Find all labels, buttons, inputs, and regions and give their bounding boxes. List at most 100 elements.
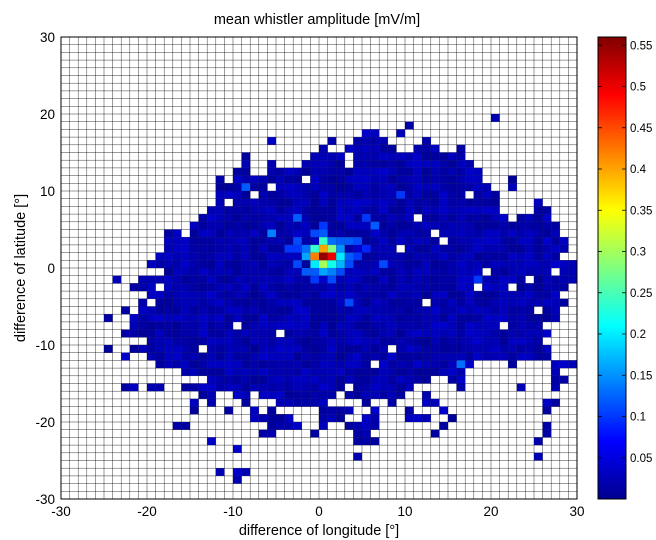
heatmap-cell (353, 429, 362, 438)
heatmap-cell (387, 206, 397, 215)
heatmap-cell (129, 283, 139, 292)
heatmap-cell (439, 268, 448, 276)
heatmap-cell (319, 198, 328, 207)
heatmap-cell (233, 391, 242, 399)
heatmap-cell (430, 275, 440, 284)
heatmap-cell (344, 375, 354, 384)
heatmap-cell (362, 437, 371, 446)
heatmap-cell (379, 375, 388, 384)
colorbar-tick-label: 0.45 (630, 123, 652, 135)
heatmap-cell (499, 260, 509, 268)
heatmap-cell (387, 291, 397, 299)
heatmap-cell (155, 260, 165, 268)
x-tick-label: -10 (223, 504, 243, 519)
heatmap-cell (258, 237, 268, 245)
heatmap-cell (413, 283, 423, 292)
heatmap-cell (319, 283, 328, 292)
heatmap-cell (465, 352, 474, 361)
heatmap-cell (448, 306, 457, 315)
heatmap-cell (430, 360, 440, 369)
heatmap-cell (155, 337, 165, 345)
heatmap-cell (430, 329, 440, 338)
heatmap-cell (319, 329, 328, 338)
heatmap-cell (284, 414, 294, 422)
heatmap-cell (250, 406, 259, 415)
heatmap-cell (430, 268, 440, 276)
heatmap-cell (430, 198, 440, 207)
heatmap-cell (215, 283, 225, 292)
heatmap-cell (233, 214, 242, 222)
heatmap-cell (284, 198, 294, 207)
heatmap-cell (465, 268, 474, 276)
heatmap-cell (258, 229, 268, 238)
heatmap-cell (465, 183, 474, 191)
heatmap-cell (233, 475, 242, 484)
heatmap-cell (387, 375, 397, 384)
heatmap-cell (542, 283, 552, 292)
heatmap-cell (387, 283, 397, 292)
heatmap-cell (405, 167, 414, 176)
heatmap-cell (542, 422, 552, 430)
heatmap-cell (439, 167, 448, 176)
heatmap-cell (448, 345, 457, 353)
heatmap-cell (396, 191, 405, 199)
heatmap-cell (276, 337, 285, 345)
heatmap-cell (164, 229, 173, 238)
heatmap-cell (155, 360, 165, 369)
heatmap-cell (396, 298, 405, 307)
heatmap-cell (250, 298, 259, 307)
heatmap-cell (250, 306, 259, 315)
heatmap-cell (215, 175, 225, 184)
heatmap-cell (215, 229, 225, 238)
heatmap-cell (241, 275, 251, 284)
heatmap-cell (525, 298, 534, 307)
heatmap-cell (448, 360, 457, 369)
heatmap-cell (310, 221, 319, 230)
heatmap-cell (164, 244, 173, 253)
heatmap-cell (310, 375, 319, 384)
heatmap-cell (456, 198, 466, 207)
heatmap-cell (258, 175, 268, 184)
heatmap-cell (456, 298, 466, 307)
heatmap-cell (172, 229, 182, 238)
heatmap-cell (448, 198, 457, 207)
heatmap-cell (233, 306, 242, 315)
heatmap-cell (224, 206, 233, 215)
heatmap-cell (344, 221, 354, 230)
heatmap-cell (516, 268, 526, 276)
heatmap-cell (198, 360, 208, 369)
heatmap-cell (310, 191, 319, 199)
heatmap-cell (456, 144, 466, 153)
heatmap-cell (267, 360, 276, 369)
heatmap-cell (224, 268, 233, 276)
heatmap-cell (362, 237, 371, 245)
heatmap-cell (233, 244, 242, 253)
heatmap-cell (396, 198, 405, 207)
heatmap-cell (327, 191, 337, 199)
y-tick-label: 10 (40, 184, 55, 199)
heatmap-cell (508, 260, 517, 268)
heatmap-cell (362, 383, 371, 392)
heatmap-cell (241, 175, 251, 184)
heatmap-cell (422, 198, 431, 207)
heatmap-cell (482, 298, 491, 307)
heatmap-cell (241, 337, 251, 345)
heatmap-cell (448, 352, 457, 361)
heatmap-cell (430, 252, 440, 261)
heatmap-cell (422, 275, 431, 284)
heatmap-cell (439, 260, 448, 268)
heatmap-cell (207, 375, 216, 384)
heatmap-cell (250, 321, 259, 330)
heatmap-cell (516, 214, 526, 222)
heatmap-cell (439, 337, 448, 345)
heatmap-cell (258, 329, 268, 338)
heatmap-cell (465, 329, 474, 338)
heatmap-cell (276, 214, 285, 222)
heatmap-cell (293, 422, 302, 430)
heatmap-cell (473, 314, 483, 322)
heatmap-cell (224, 375, 233, 384)
heatmap-cell (319, 252, 328, 261)
heatmap-cell (362, 422, 371, 430)
heatmap-cell (430, 306, 440, 315)
heatmap-cell (215, 298, 225, 307)
